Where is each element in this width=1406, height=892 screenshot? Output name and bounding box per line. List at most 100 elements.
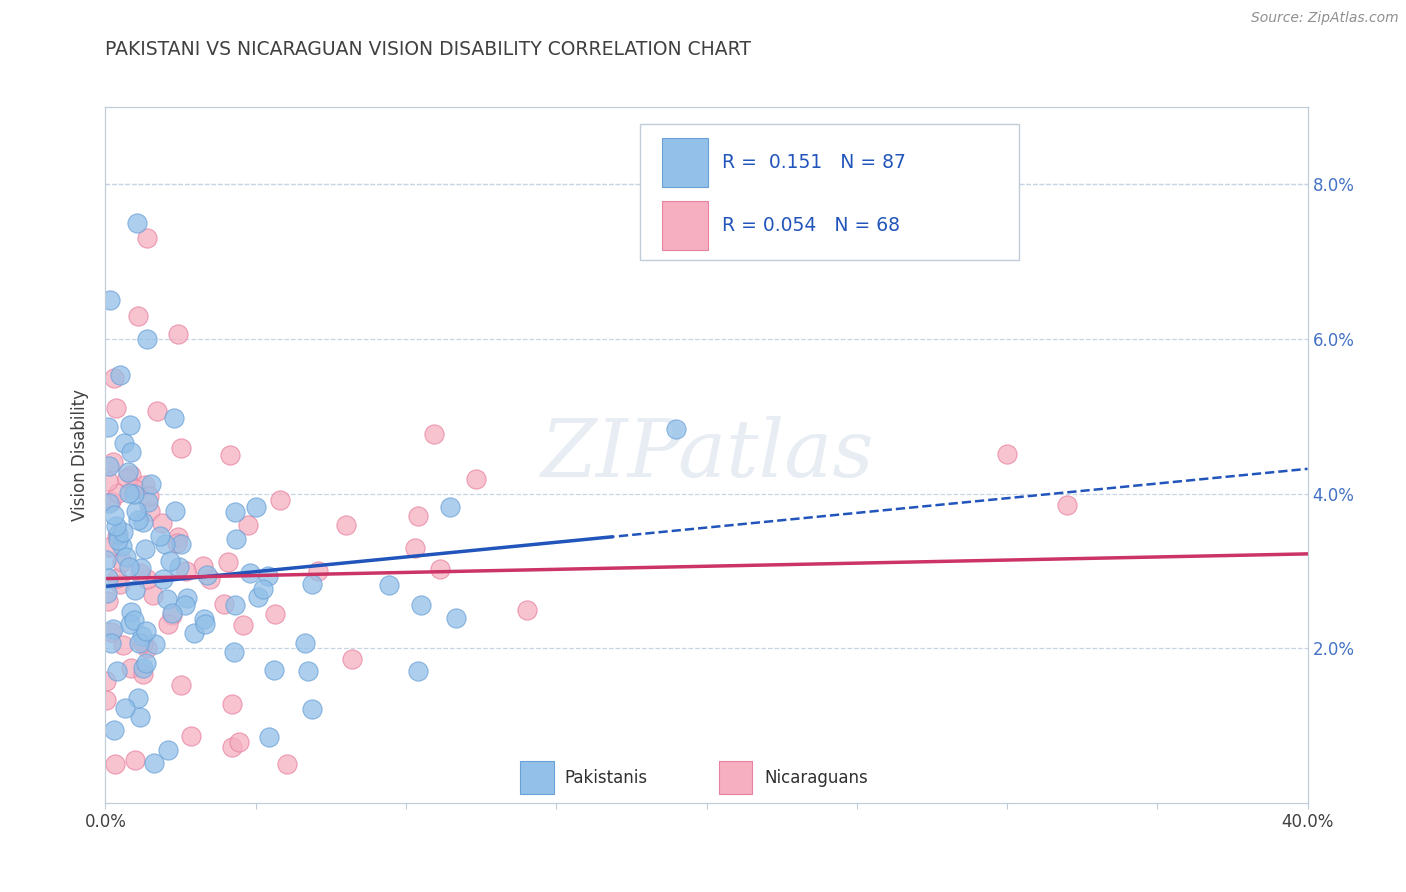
Point [150,516,173,531]
Point [224,599,246,613]
Point [160,608,183,623]
Point [269,492,291,507]
Point [103,455,125,469]
Point [128,636,150,650]
Point [112,435,135,450]
Point [103,508,125,522]
Point [105,519,128,533]
Bar [520,761,554,795]
Point [128,710,150,724]
Point [127,690,149,705]
Point [163,410,186,425]
FancyBboxPatch shape [640,124,1019,260]
Point [115,549,138,564]
Point [131,629,153,643]
Point [301,577,323,591]
Point [132,515,155,529]
Point [111,539,134,553]
Point [221,697,243,711]
Point [128,566,150,581]
Point [1056,498,1078,512]
Point [152,572,174,586]
Text: PAKISTANI VS NICARAGUAN VISION DISABILITY CORRELATION CHART: PAKISTANI VS NICARAGUAN VISION DISABILIT… [105,40,751,59]
Point [169,678,191,692]
Point [107,533,129,547]
Point [439,500,461,514]
Point [297,664,319,678]
Point [174,564,197,578]
Point [105,665,128,679]
Point [132,667,155,681]
Point [115,471,138,485]
Point [117,465,139,479]
Point [135,572,157,586]
Point [132,661,155,675]
Point [134,541,156,556]
Point [136,231,159,245]
Point [149,529,172,543]
Point [129,561,152,575]
Point [195,568,218,582]
Point [98,458,121,473]
Point [124,487,146,501]
Y-axis label: Vision Disability: Vision Disability [72,389,90,521]
Point [193,612,215,626]
Point [156,743,179,757]
Point [100,636,122,650]
Point [167,560,190,574]
Point [98,496,121,510]
Bar [662,138,707,187]
Text: R = 0.054   N = 68: R = 0.054 N = 68 [723,216,900,235]
Point [97,594,120,608]
Point [212,597,235,611]
Point [256,568,278,582]
Point [120,605,142,619]
Point [105,571,128,585]
Point [127,513,149,527]
Text: Pakistanis: Pakistanis [565,769,648,787]
Point [136,332,159,346]
Point [167,327,190,342]
Point [228,735,250,749]
Point [127,309,149,323]
Bar [718,761,752,795]
Point [94,674,117,689]
Point [170,441,193,455]
Point [138,489,160,503]
Point [97,474,120,488]
Point [194,617,217,632]
Point [108,368,131,383]
Point [100,624,122,639]
Point [465,471,488,485]
Point [236,518,259,533]
Point [232,618,254,632]
Point [409,598,432,612]
Point [162,607,184,621]
Point [135,656,157,670]
Point [120,661,142,675]
Point [429,562,451,576]
Point [143,637,166,651]
Point [103,370,125,384]
Point [96,586,118,600]
Point [404,541,426,556]
Point [114,701,136,715]
Point [143,756,166,770]
Point [225,532,247,546]
Point [169,537,191,551]
Point [159,553,181,567]
Point [120,417,142,432]
Point [94,553,117,567]
Point [193,558,215,573]
Point [134,478,156,492]
Point [111,638,134,652]
Point [377,578,399,592]
Point [224,504,246,518]
Point [180,729,202,743]
Point [100,494,122,508]
Point [132,636,155,650]
Point [105,401,128,416]
Point [665,422,688,436]
Point [118,560,141,574]
Point [135,624,157,638]
